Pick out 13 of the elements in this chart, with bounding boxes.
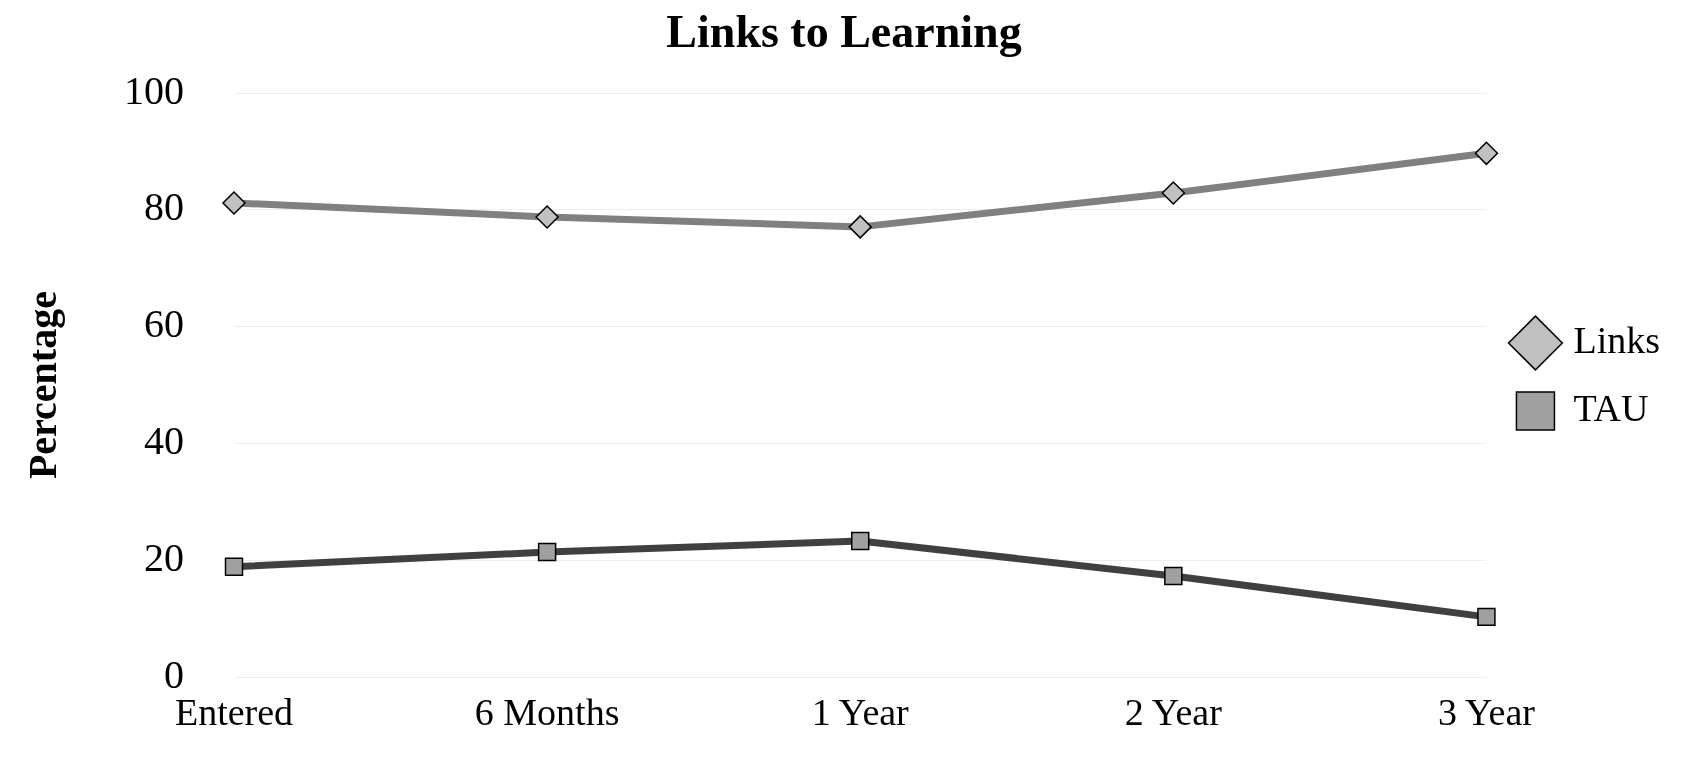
- legend-label: TAU: [1573, 386, 1649, 429]
- legend-label: Links: [1573, 318, 1660, 361]
- x-tick-label: 2 Year: [1124, 690, 1223, 733]
- y-axis-title: Percentage: [20, 291, 66, 480]
- x-tick-label: 1 Year: [811, 690, 910, 733]
- y-tick-label: 80: [144, 184, 184, 230]
- y-tick-label: 20: [144, 534, 184, 580]
- x-tick-label: 6 Months: [474, 690, 620, 733]
- x-tick-label: 3 Year: [1437, 690, 1536, 733]
- chart-title: Links to Learning: [666, 6, 1022, 58]
- y-tick-label: 100: [124, 67, 184, 113]
- y-tick-label: 40: [144, 417, 184, 463]
- y-tick-label: 60: [144, 301, 184, 347]
